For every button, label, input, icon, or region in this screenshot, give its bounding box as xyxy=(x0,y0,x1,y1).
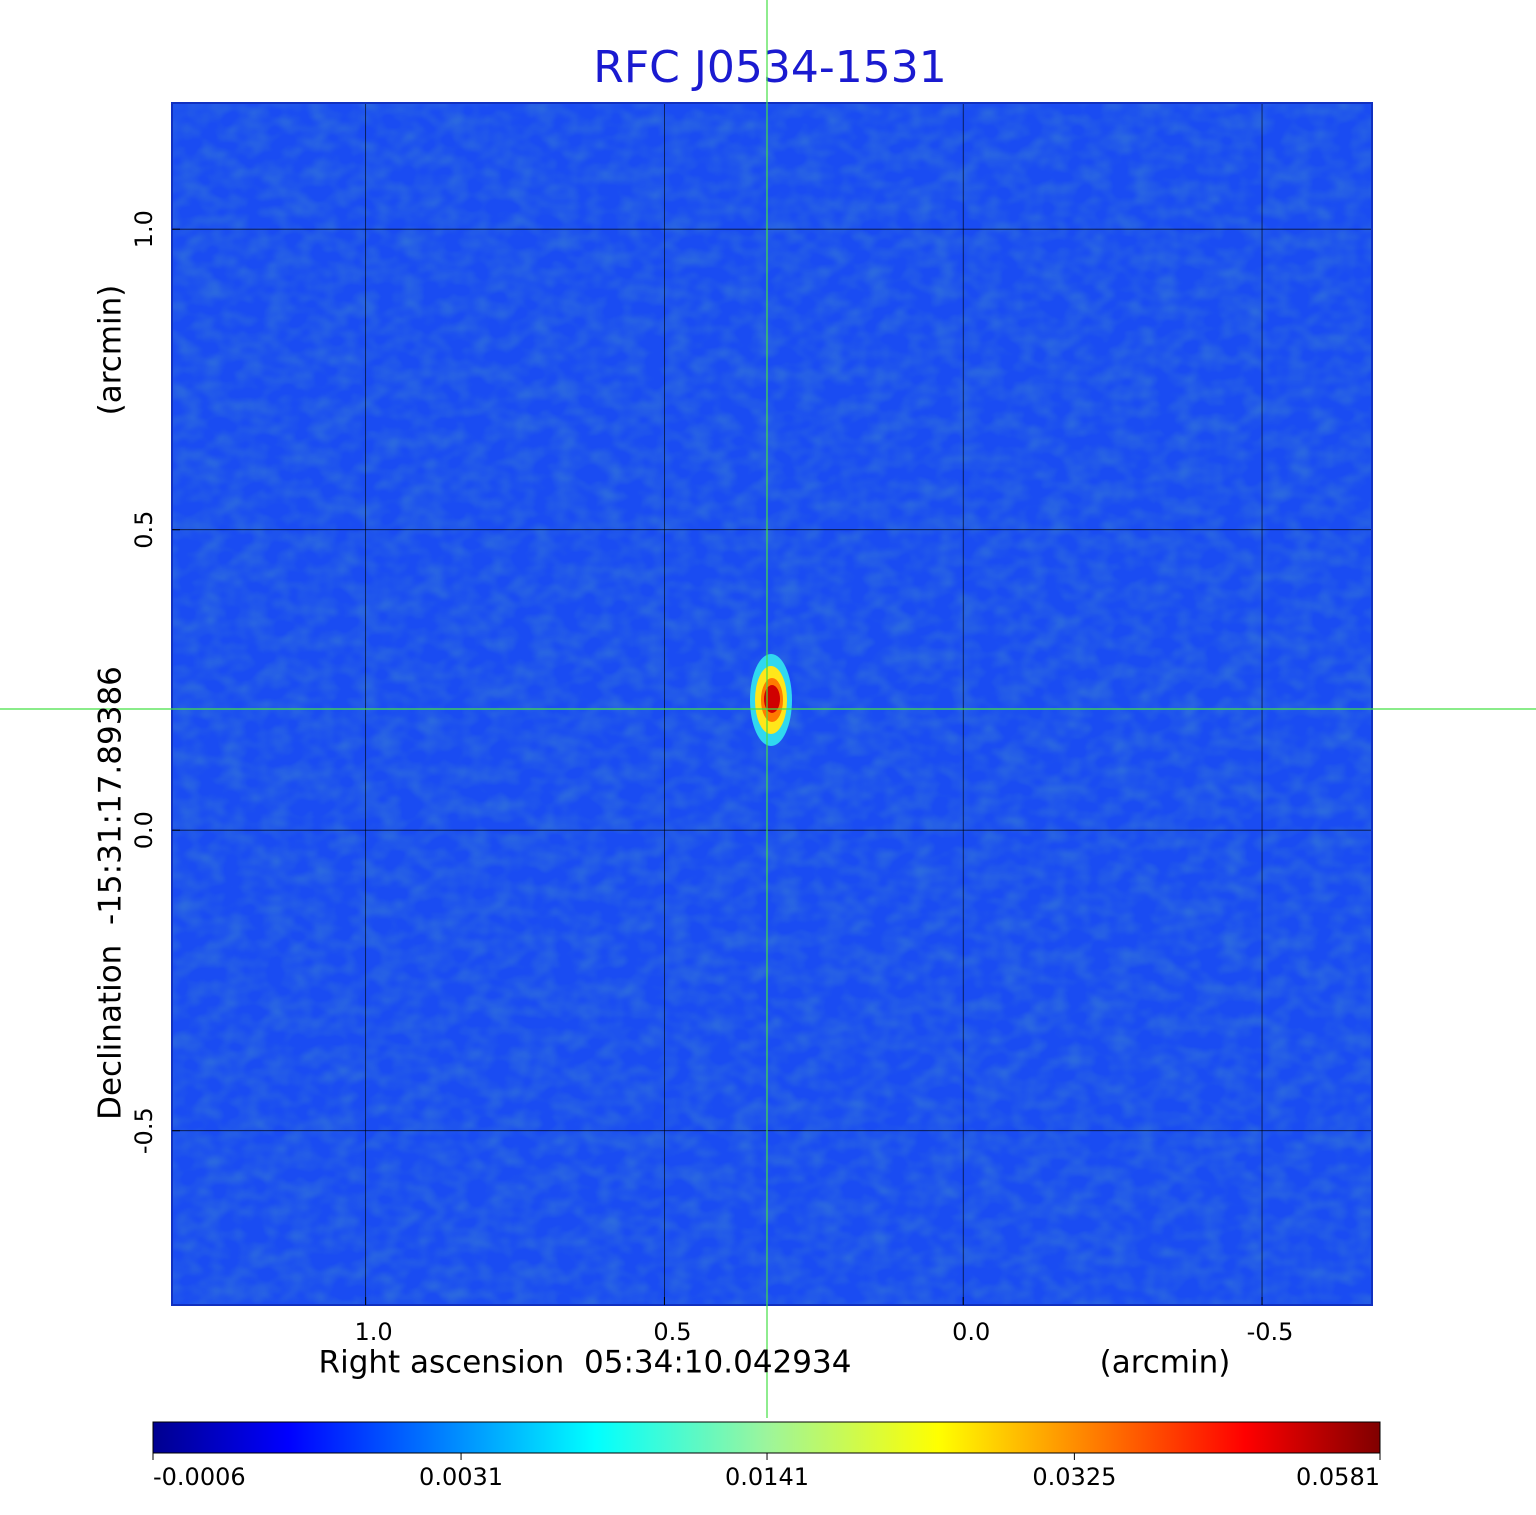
grid xyxy=(172,103,1372,1305)
y-tick-label: -0.5 xyxy=(130,1107,158,1154)
chart-title: RFC J0534-1531 xyxy=(593,42,946,93)
colorbar-tick-label: -0.0006 xyxy=(153,1463,246,1491)
colorbar-tick-label: 0.0325 xyxy=(1032,1463,1116,1491)
y-axis-title: Declination -15:31:17.89386 xyxy=(93,666,129,1120)
y-axis-unit: (arcmin) xyxy=(93,285,129,416)
plot-frame xyxy=(171,102,1373,1306)
colorbar-tick-label: 0.0031 xyxy=(419,1463,503,1491)
x-axis-unit: (arcmin) xyxy=(1100,1345,1231,1381)
source-core xyxy=(764,685,780,713)
y-tick-label: 0.0 xyxy=(130,811,158,849)
colorbar xyxy=(152,1421,1381,1454)
x-tick-label: 0.0 xyxy=(952,1318,990,1346)
x-tick-label: 1.0 xyxy=(355,1318,393,1346)
plot-area xyxy=(171,102,1373,1306)
colorbar-tick-label: 0.0141 xyxy=(725,1463,809,1491)
y-tick-label: 1.0 xyxy=(130,210,158,248)
x-tick-label: 0.5 xyxy=(653,1318,691,1346)
source xyxy=(750,654,792,746)
colorbar-tick-label: 0.0581 xyxy=(1296,1463,1380,1491)
y-tick-label: 0.5 xyxy=(130,511,158,549)
x-axis-title: Right ascension 05:34:10.042934 xyxy=(319,1345,852,1381)
x-tick-label: -0.5 xyxy=(1247,1318,1294,1346)
